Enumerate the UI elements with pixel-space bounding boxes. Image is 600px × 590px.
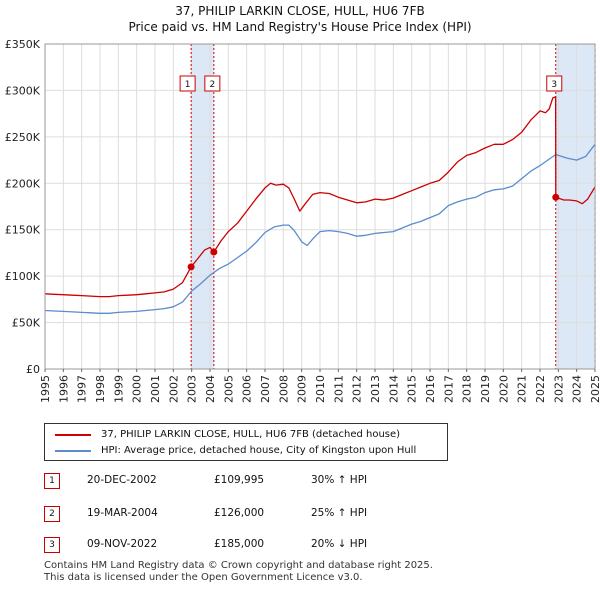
sale-marker-label: 3 (551, 80, 557, 90)
chart-title-line1: 37, PHILIP LARKIN CLOSE, HULL, HU6 7FB (175, 4, 425, 18)
x-tick-labels: 1995 1996 1997 1998 1999 2000 2001 2002 2003 2004… (39, 369, 600, 403)
y-tick-label: £0 (26, 363, 40, 376)
sale-date: 20-DEC-2002 (87, 474, 157, 486)
x-tick-label: 1997 (76, 375, 89, 403)
x-tick-label: 2019 (479, 375, 492, 403)
sale-number-badge: 2 (44, 506, 60, 522)
shaded-region (191, 44, 214, 369)
sale-price: £185,000 (214, 538, 265, 550)
x-tick-label: 2022 (534, 375, 547, 403)
x-tick-label: 2004 (204, 375, 217, 403)
x-tick-label: 2021 (516, 375, 529, 403)
sale-price: £126,000 (214, 507, 265, 519)
y-tick-label: £100K (5, 270, 41, 283)
sale-marker-box (204, 75, 221, 92)
sale-number-badge: 3 (44, 537, 60, 553)
x-tick-label: 2012 (351, 375, 364, 403)
sale-row: 2 19-MAR-2004 £126,000 25% ↑ HPI (44, 506, 464, 522)
price-chart: 1 2 3 £0 £50K £100K £150K £200K £250K £300K £350K… (5, 38, 600, 403)
x-tick-label: 2009 (296, 375, 309, 403)
x-tick-label: 2001 (149, 375, 162, 403)
x-tick-label: 2018 (461, 375, 474, 403)
x-tick-label: 2017 (442, 375, 455, 403)
series-line-hpi (44, 143, 596, 314)
y-tick-label: £350K (5, 38, 41, 51)
x-tick-label: 2005 (222, 375, 235, 403)
sale-hpi-change: 25% ↑ HPI (311, 507, 368, 519)
series-line-property (44, 96, 596, 298)
sale-markers: 1 2 3 (179, 75, 563, 271)
shaded-region (555, 44, 595, 369)
x-tick-label: 2003 (186, 375, 199, 403)
data-series (44, 96, 596, 314)
y-tick-label: £300K (5, 84, 41, 97)
sale-date: 19-MAR-2004 (87, 507, 158, 519)
x-tick-label: 2008 (277, 375, 290, 403)
x-tick-label: 2023 (552, 375, 565, 403)
y-tick-label: £50K (12, 317, 41, 330)
x-tick-label: 2011 (332, 375, 345, 403)
footer-line1: Contains HM Land Registry data © Crown c… (44, 560, 433, 571)
x-tick-label: 2000 (131, 375, 144, 403)
sale-marker-point (187, 263, 195, 271)
y-tick-label: £150K (5, 224, 41, 237)
y-tick-labels: £0 £50K £100K £150K £200K £250K £300K £350K (5, 38, 41, 376)
y-tick-label: £200K (5, 177, 41, 190)
sale-vertical-lines (190, 44, 557, 369)
x-tick-label: 2007 (259, 375, 272, 403)
legend: 37, PHILIP LARKIN CLOSE, HULL, HU6 7FB (… (44, 423, 448, 461)
x-tick-label: 2014 (387, 375, 400, 403)
footer-line2: This data is licensed under the Open Gov… (44, 572, 363, 583)
legend-label-hpi: HPI: Average price, detached house, City… (101, 445, 417, 456)
sale-marker-point (210, 248, 218, 256)
sale-marker-label: 2 (209, 80, 215, 90)
shaded-regions (191, 44, 597, 369)
x-tick-label: 2006 (241, 375, 254, 403)
footer-attribution: Contains HM Land Registry data © Crown c… (44, 560, 433, 584)
x-tick-label: 2024 (571, 375, 584, 403)
sale-marker-box (179, 75, 196, 92)
x-tick-label: 2002 (167, 375, 180, 403)
x-tick-label: 1995 (39, 375, 52, 403)
x-tick-label: 2020 (497, 375, 510, 403)
sale-row: 1 20-DEC-2002 £109,995 30% ↑ HPI (44, 473, 464, 489)
x-tick-label: 2010 (314, 375, 327, 403)
x-tick-label: 2025 (589, 375, 600, 403)
x-tick-label: 1999 (112, 375, 125, 403)
x-tick-label: 2013 (369, 375, 382, 403)
x-tick-label: 2015 (406, 375, 419, 403)
legend-swatch-property (55, 434, 91, 436)
x-tick-label: 1996 (57, 375, 70, 403)
sale-date: 09-NOV-2022 (87, 538, 158, 550)
y-tick-label: £250K (5, 131, 41, 144)
sale-hpi-change: 20% ↓ HPI (311, 538, 368, 550)
sale-row: 3 09-NOV-2022 £185,000 20% ↓ HPI (44, 537, 464, 553)
chart-title: 37, PHILIP LARKIN CLOSE, HULL, HU6 7FB P… (0, 3, 600, 35)
grid-lines (44, 43, 596, 370)
sale-hpi-change: 30% ↑ HPI (311, 474, 368, 486)
x-tick-label: 1998 (94, 375, 107, 403)
sale-marker-box (546, 75, 563, 92)
chart-title-line2: Price paid vs. HM Land Registry's House … (128, 20, 472, 34)
legend-swatch-hpi (55, 450, 91, 452)
sale-marker-label: 1 (185, 80, 191, 90)
sale-number-badge: 1 (44, 473, 60, 489)
sale-price: £109,995 (214, 474, 265, 486)
sale-marker-point (552, 193, 560, 201)
legend-label-property: 37, PHILIP LARKIN CLOSE, HULL, HU6 7FB (… (101, 429, 401, 440)
x-tick-label: 2016 (424, 375, 437, 403)
